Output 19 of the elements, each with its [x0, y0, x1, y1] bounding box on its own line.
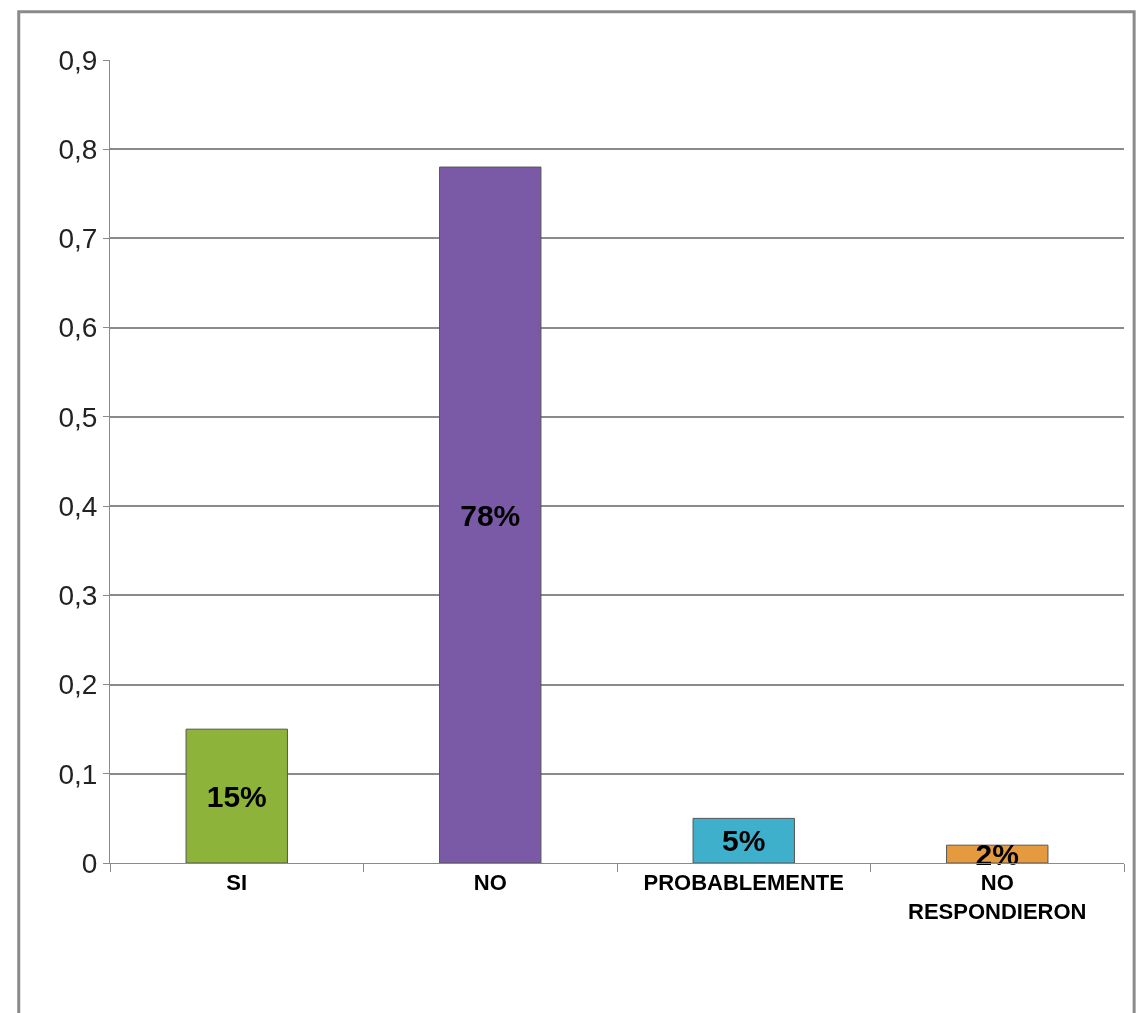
data-label: 78% [460, 498, 521, 532]
y-tick-label: 0 [81, 847, 98, 879]
y-tick-label: 0,6 [58, 312, 98, 344]
y-tick-label: 0,5 [58, 401, 98, 433]
y-tick-label: 0,2 [58, 669, 98, 701]
y-tick-label: 0,9 [58, 44, 98, 76]
x-tick-label: SI [226, 870, 248, 896]
y-tick-label: 0,8 [58, 134, 98, 166]
x-tick-label: PROBABLEMENTE [643, 870, 844, 896]
data-label: 15% [206, 779, 267, 813]
y-tick-label: 0,7 [58, 223, 98, 255]
y-tick-label: 0,1 [58, 758, 98, 790]
bar [439, 166, 542, 863]
data-label: 5% [722, 824, 766, 858]
bar [185, 728, 288, 863]
y-tick-label: 0,3 [58, 580, 98, 612]
y-tick-label: 0,4 [58, 490, 98, 522]
x-tick-label: NO [473, 870, 507, 896]
x-tick-label: NO RESPONDIERON [908, 870, 1087, 924]
